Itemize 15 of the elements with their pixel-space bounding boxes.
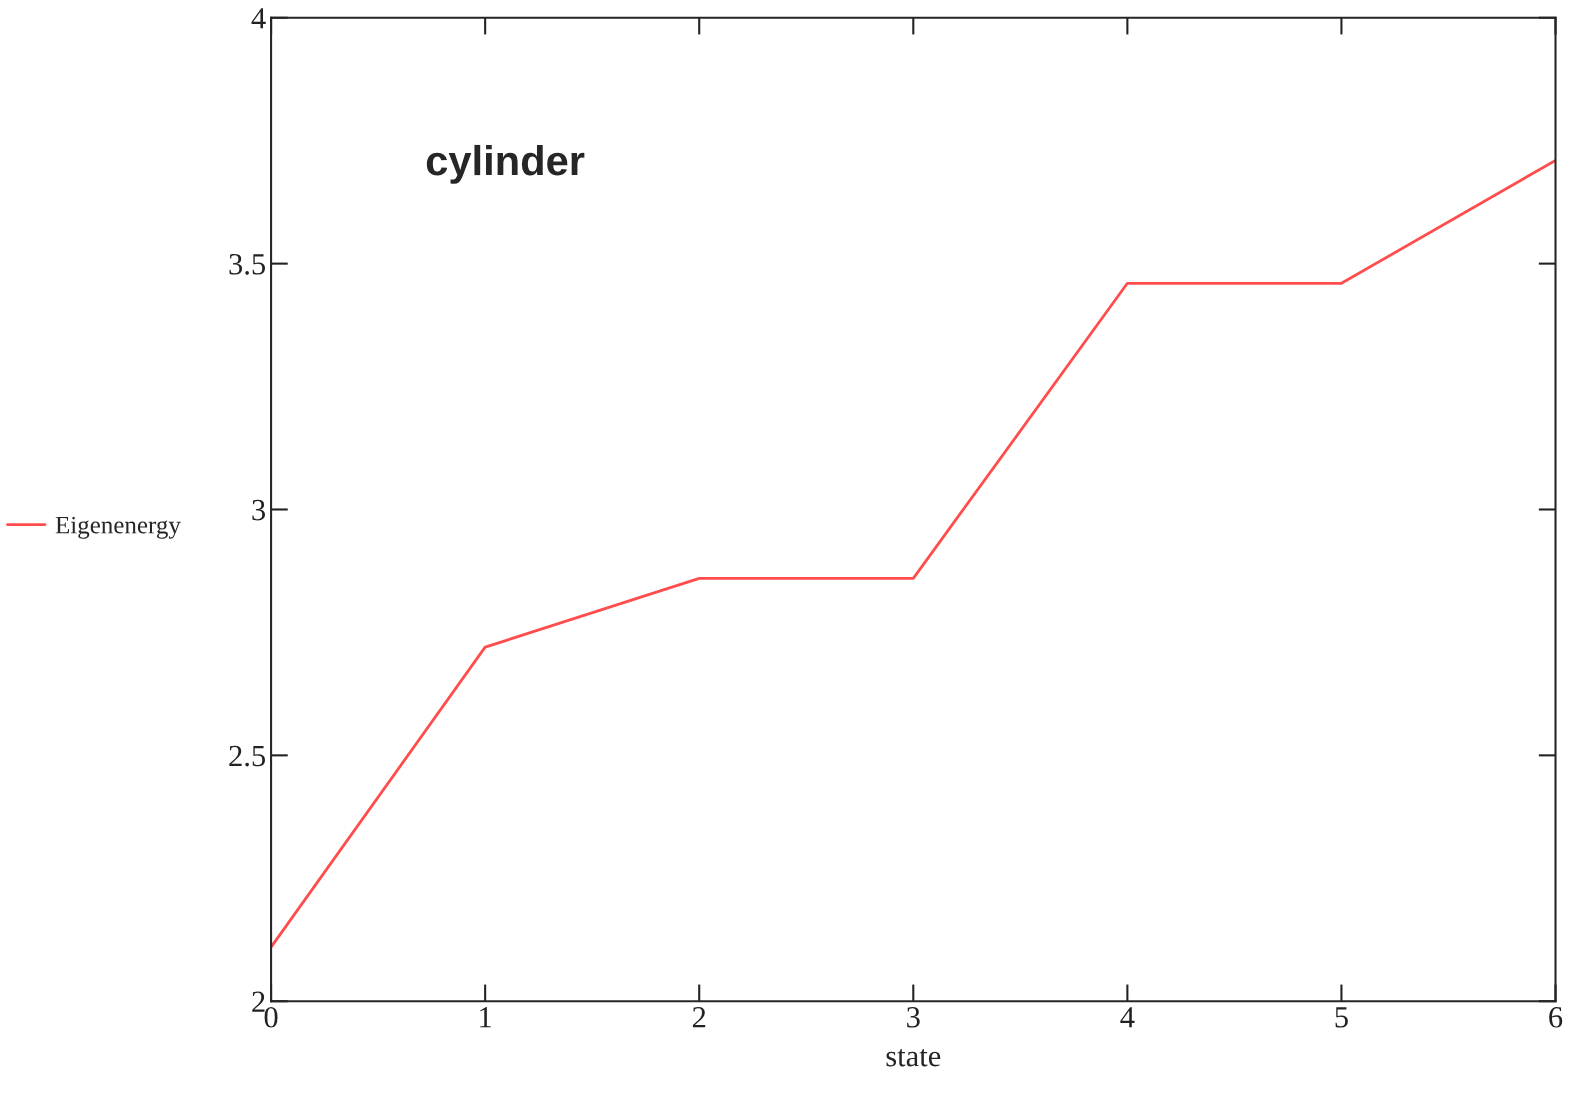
- y-tick-label: 2.5: [229, 745, 266, 767]
- x-tick-label: 0: [264, 1006, 278, 1028]
- y-tick-label: 4: [251, 8, 266, 29]
- y-tick-label: 3: [252, 499, 266, 521]
- x-tick-label: 6: [1549, 1007, 1563, 1028]
- x-tick-label: 2: [692, 1007, 706, 1028]
- x-tick-label: 3: [907, 1007, 920, 1028]
- x-axis-title: state: [886, 1048, 941, 1067]
- y-tick-label: 3.5: [229, 253, 266, 275]
- x-tick-label: 5: [1335, 1007, 1348, 1028]
- x-tick-label: 1: [480, 1007, 491, 1028]
- y-tick-label: 2: [252, 991, 265, 1012]
- legend-label: Eigenenergy: [55, 516, 181, 539]
- x-tick-label: 4: [1120, 1007, 1135, 1028]
- annotation: cylinder: [426, 144, 585, 184]
